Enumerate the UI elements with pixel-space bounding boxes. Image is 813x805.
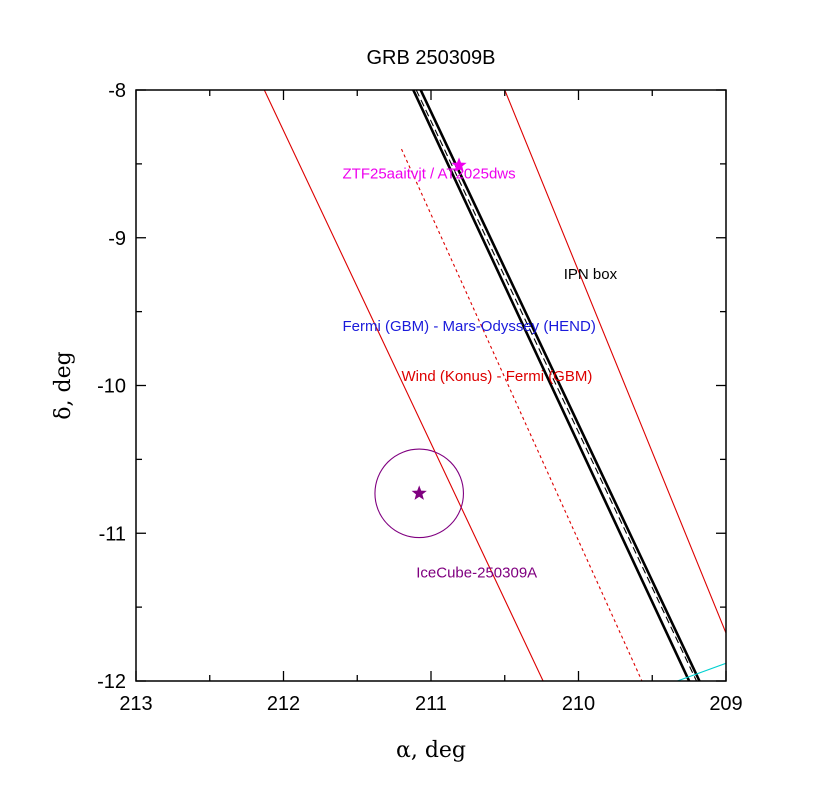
series-line-0 [263,90,544,681]
chart-title: GRB 250309B [367,47,496,69]
x-tick-label: 211 [415,693,447,715]
series-line-5 [419,90,701,681]
y-tick-label: -8 [108,80,126,102]
data-lines-layer [263,90,726,681]
x-axis-label: α, deg [396,738,466,763]
series-line-1 [504,90,726,635]
x-tick-label: 212 [267,693,300,715]
x-tick-label: 210 [562,693,595,715]
ticks-layer: 213 212 211 210 209 -8 -9 -10 -11 -12 [97,80,743,715]
marker-star-0 [451,157,467,172]
markers-layer [374,157,467,539]
x-tick-label: 213 [119,693,152,715]
y-axis-label: δ, deg [51,351,76,419]
y-tick-label: -11 [99,523,126,545]
x-tick-label: 209 [709,693,742,715]
marker-star-1 [411,485,427,500]
annotation-3: Wind (Konus) - Fermi (GBM) [402,368,593,385]
icecube-error-circle [374,448,465,539]
annotation-1: IPN box [564,266,618,283]
y-tick-label: -12 [97,671,126,693]
y-tick-label: -9 [108,228,126,250]
series-line-2 [400,148,643,681]
y-tick-label: -10 [97,376,126,398]
annotations-layer: ZTF25aaitvjt / AT2025dws IPN box Fermi (GB… [343,166,618,582]
series-line-3 [415,90,697,681]
series-line-6 [677,662,726,681]
annotation-4: IceCube-250309A [416,565,537,582]
series-line-4 [412,90,691,681]
annotation-2: Fermi (GBM) - Mars-Odyssey (HEND) [343,318,596,335]
annotation-0: ZTF25aaitvjt / AT2025dws [343,166,516,183]
